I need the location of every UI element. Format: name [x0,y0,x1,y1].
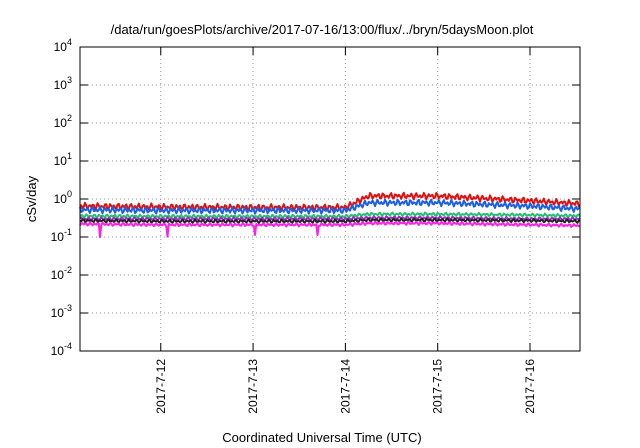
series-line-3 [79,211,581,219]
x-tick-label: 2017-7-13 [246,359,260,414]
y-tick-label: 104 [54,37,72,54]
y-tick-label: 10-2 [51,265,72,282]
series-layer [79,191,581,239]
x-tick-label: 2017-7-15 [431,359,445,414]
y-tick-label: 10-4 [51,341,72,358]
series-line-2 [79,198,581,215]
series-line-1 [79,191,581,212]
series-line-5 [79,217,581,224]
y-tick-label: 102 [54,113,72,130]
y-tick-label: 100 [54,189,72,206]
series-line-6 [79,220,581,239]
chart-title: /data/run/goesPlots/archive/2017-07-16/1… [111,22,534,37]
x-axis-title: Coordinated Universal Time (UTC) [222,430,421,445]
y-axis-title: cSv/day [24,175,39,222]
y-tick-label: 10-3 [51,303,72,320]
x-tick-label: 2017-7-12 [154,359,168,414]
y-tick-label: 10-1 [51,227,72,244]
y-tick-label: 103 [54,75,72,92]
x-tick-label: 2017-7-16 [523,359,537,414]
y-tick-label: 101 [54,151,72,168]
x-tick-label: 2017-7-14 [338,359,352,414]
